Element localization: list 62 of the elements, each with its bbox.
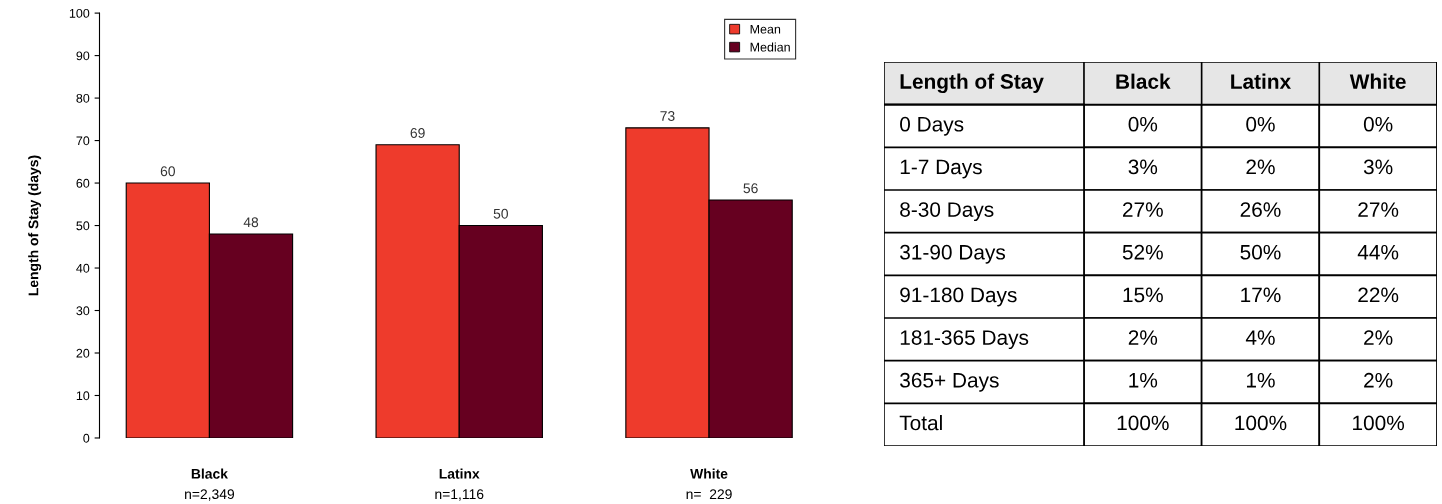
data-label: 27% bbox=[1123, 202, 1163, 217]
y-tick-label: 8-30 Days bbox=[900, 202, 994, 222]
text: n=2,349 bbox=[185, 489, 235, 501]
text: n= 229 bbox=[686, 489, 732, 500]
x-tick-label: Black bbox=[1116, 73, 1171, 89]
y-tick-label: 100 bbox=[69, 8, 90, 18]
data-label: 22% bbox=[1358, 287, 1399, 303]
data-label: 1% bbox=[1129, 372, 1158, 388]
data-label: 0% bbox=[1128, 116, 1158, 132]
legend-label: Mean bbox=[750, 24, 781, 34]
y-tick-label: 40 bbox=[76, 263, 90, 273]
data-label: 0% bbox=[1363, 116, 1393, 132]
data-label: 60 bbox=[160, 166, 175, 177]
y-tick-label: 50 bbox=[76, 221, 90, 231]
x-tick-label: Latinx bbox=[439, 468, 480, 479]
y-axis-title: Length of Stay bbox=[900, 73, 1044, 94]
y-tick-label: 1-7 Days bbox=[900, 159, 982, 179]
data-label: 56 bbox=[743, 183, 758, 194]
y-tick-label: 80 bbox=[76, 93, 90, 103]
data-label: 44% bbox=[1357, 244, 1399, 260]
data-label: 3% bbox=[1128, 159, 1158, 175]
x-tick-label: Black bbox=[191, 468, 228, 479]
data-label: 0% bbox=[1246, 116, 1275, 132]
data-label: 2% bbox=[1128, 330, 1158, 345]
data-label: 4% bbox=[1245, 330, 1275, 345]
data-label: 15% bbox=[1123, 287, 1163, 303]
y-tick-label: 70 bbox=[76, 136, 90, 146]
data-label: 50 bbox=[493, 208, 508, 219]
y-tick-label: 0 Days bbox=[900, 116, 964, 136]
legend-label: Median bbox=[750, 42, 790, 52]
x-tick-label: White bbox=[1349, 73, 1406, 89]
y-axis-title: Length of Stay (days) bbox=[28, 155, 42, 296]
data-label: 27% bbox=[1358, 202, 1399, 217]
data-label: 100% bbox=[1353, 415, 1405, 431]
x-tick-label: Latinx bbox=[1231, 73, 1291, 89]
data-label: 50% bbox=[1240, 244, 1281, 260]
data-label: 48 bbox=[243, 217, 259, 228]
y-tick-label: 90 bbox=[76, 51, 90, 61]
text: n=1,116 bbox=[435, 489, 484, 501]
x-tick-label: White bbox=[690, 468, 728, 479]
data-label: 26% bbox=[1240, 202, 1281, 217]
data-label: 69 bbox=[410, 128, 425, 138]
data-label: 100% bbox=[1117, 415, 1169, 431]
y-tick-label: 365+ Days bbox=[900, 372, 999, 392]
y-tick-label: Total bbox=[899, 414, 942, 431]
y-tick-label: 181-365 Days bbox=[900, 330, 1029, 350]
data-label: 52% bbox=[1122, 244, 1163, 260]
y-tick-label: 91-180 Days bbox=[900, 287, 1017, 307]
data-label: 2% bbox=[1246, 159, 1275, 175]
y-tick-label: 30 bbox=[76, 306, 90, 316]
data-label: 2% bbox=[1364, 372, 1393, 388]
y-tick-label: 31-90 Days bbox=[900, 244, 1006, 264]
data-label: 100% bbox=[1235, 415, 1287, 431]
y-tick-label: 60 bbox=[76, 178, 90, 188]
data-label: 17% bbox=[1241, 287, 1281, 303]
data-label: 1% bbox=[1246, 372, 1275, 388]
data-label: 3% bbox=[1363, 159, 1393, 175]
y-tick-label: 0 bbox=[83, 433, 90, 443]
y-tick-label: 20 bbox=[76, 348, 90, 358]
data-label: 73 bbox=[660, 111, 675, 121]
y-tick-label: 10 bbox=[76, 391, 90, 401]
data-label: 2% bbox=[1364, 330, 1393, 345]
